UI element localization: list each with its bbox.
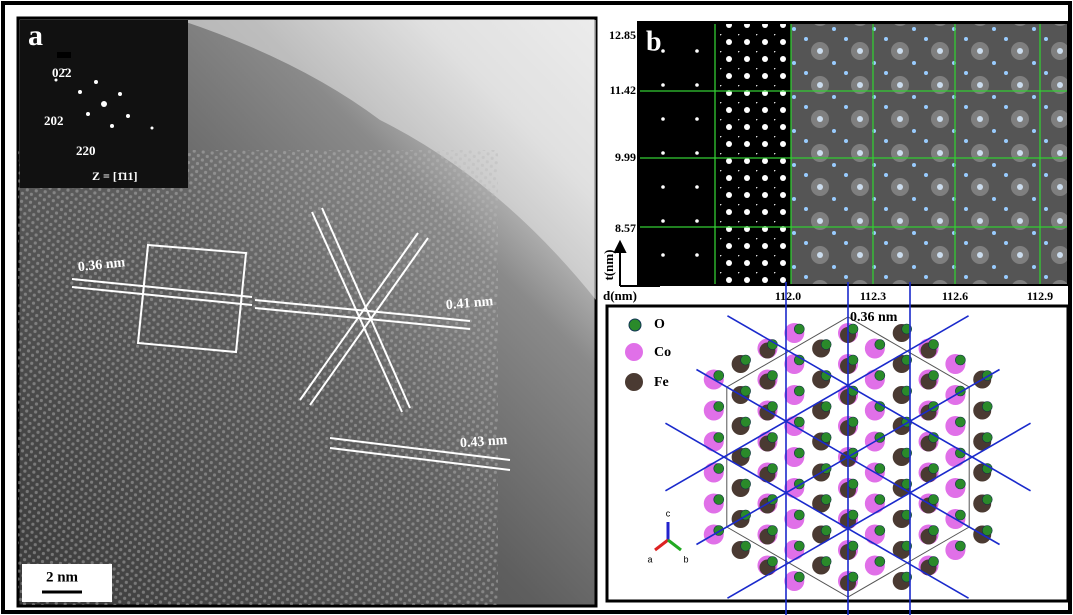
atom-o <box>929 371 939 381</box>
atom-o <box>741 386 751 396</box>
atom-o <box>821 433 831 443</box>
fft-label: 220 <box>76 143 96 158</box>
atom-o <box>875 557 885 567</box>
atom-o <box>955 479 965 489</box>
y-axis-title: t(nm) <box>601 249 616 280</box>
atom-o <box>767 433 777 443</box>
atom-o <box>955 355 965 365</box>
atom-o <box>982 402 992 412</box>
scale-label: 2 nm <box>46 569 79 585</box>
legend-swatch <box>629 319 641 331</box>
x-tick-label: 112.9 <box>1027 289 1053 303</box>
atom-o <box>794 541 804 551</box>
atom-o <box>794 510 804 520</box>
atom-o <box>741 479 751 489</box>
y-tick-label: 11.42 <box>610 83 636 97</box>
y-tick-label: 8.57 <box>615 221 636 235</box>
atom-o <box>982 526 992 536</box>
atom-o <box>714 371 724 381</box>
atom-o <box>741 541 751 551</box>
atom-o <box>821 340 831 350</box>
sim-exp <box>791 24 1067 284</box>
legend-label: Co <box>654 345 671 360</box>
atom-o <box>875 464 885 474</box>
x-tick-label: 112.6 <box>942 289 968 303</box>
atom-o <box>929 557 939 567</box>
atom-o <box>848 541 858 551</box>
x-axis-title: d(nm) <box>603 288 637 303</box>
figure: a 02̄2 202 220 Z = [1̄11] 0.36 nm 0.41 n… <box>0 0 1073 615</box>
structure-panel <box>607 306 1068 601</box>
atom-o <box>767 526 777 536</box>
atom-o <box>848 510 858 520</box>
atom-o <box>848 479 858 489</box>
atom-o <box>767 557 777 567</box>
y-tick-label: 12.85 <box>609 28 636 42</box>
atom-o <box>794 386 804 396</box>
fft-label: 02̄2 <box>52 65 72 80</box>
x-tick-label: 112.3 <box>860 289 886 303</box>
atom-o <box>741 417 751 427</box>
atom-o <box>929 526 939 536</box>
lattice <box>18 150 498 605</box>
atom-o <box>875 371 885 381</box>
atom-o <box>929 495 939 505</box>
atom-o <box>929 340 939 350</box>
atom-o <box>848 417 858 427</box>
atom-o <box>875 340 885 350</box>
axis-label: c <box>666 508 671 518</box>
atom-o <box>714 433 724 443</box>
y-tick-label: 9.99 <box>615 150 636 164</box>
atom-o <box>821 557 831 567</box>
atom-o <box>821 526 831 536</box>
atom-o <box>848 324 858 334</box>
atom-o <box>848 355 858 365</box>
atom-o <box>714 464 724 474</box>
panel-label: b <box>646 26 662 57</box>
fft-label: 202 <box>44 113 64 128</box>
atom-o <box>767 464 777 474</box>
zone-axis: Z = [1̄11] <box>92 169 138 183</box>
legend-swatch <box>625 343 643 361</box>
atom-o <box>929 464 939 474</box>
x-tick-label: 112.0 <box>775 289 801 303</box>
atom-o <box>821 402 831 412</box>
atom-o <box>794 572 804 582</box>
atom-o <box>714 402 724 412</box>
atom-o <box>955 541 965 551</box>
atom-o <box>875 526 885 536</box>
panel-label: a <box>28 19 43 52</box>
atom-o <box>848 572 858 582</box>
atom-o <box>714 495 724 505</box>
sim-col <box>640 24 715 284</box>
axis-label: a <box>647 554 652 564</box>
legend-label: Fe <box>654 375 669 390</box>
atom-o <box>955 417 965 427</box>
atom-o <box>875 495 885 505</box>
atom-o <box>767 371 777 381</box>
spacing-label: 0.36 nm <box>850 310 898 325</box>
atom-o <box>955 510 965 520</box>
legend-label: O <box>654 317 665 332</box>
atom-o <box>767 402 777 412</box>
atom-o <box>794 448 804 458</box>
sim-col <box>715 24 791 284</box>
legend-swatch <box>625 373 643 391</box>
axis-label: b <box>683 554 688 564</box>
atom-o <box>741 448 751 458</box>
atom-o <box>982 433 992 443</box>
atom-o <box>794 324 804 334</box>
fft-mark <box>57 52 71 58</box>
atom-o <box>741 355 751 365</box>
atom-o <box>794 417 804 427</box>
atom-o <box>821 495 831 505</box>
atom-o <box>982 495 992 505</box>
